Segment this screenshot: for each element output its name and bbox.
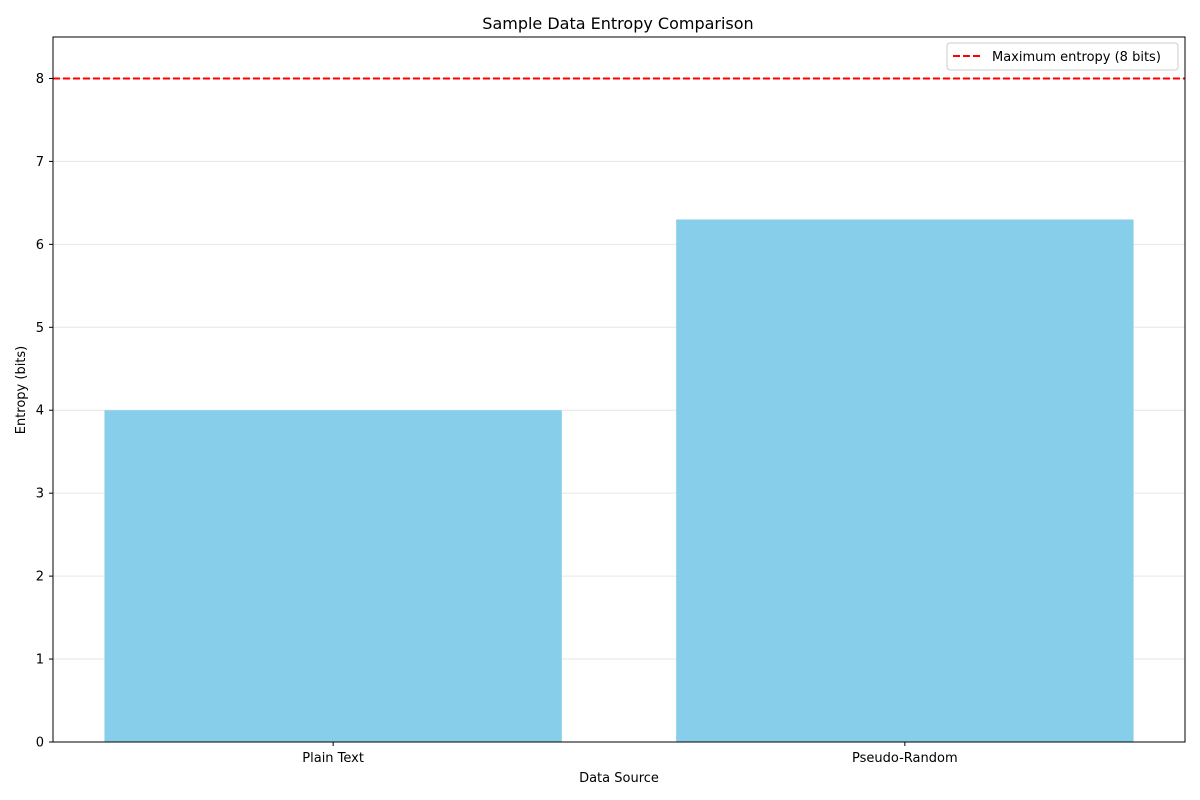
bars [104,219,1134,742]
y-tick-label: 6 [36,238,44,253]
y-tick-label: 0 [36,736,44,751]
legend-entry-max-entropy: Maximum entropy (8 bits) [992,50,1161,65]
x-tick-label: Plain Text [302,751,364,766]
y-tick-label: 1 [36,653,44,668]
x-axis-label: Data Source [579,771,659,786]
y-tick-label: 3 [36,487,44,502]
x-axis-ticks: Plain Text Pseudo-Random [302,742,958,766]
y-axis-ticks: 0 1 2 3 4 5 6 7 8 [36,72,53,751]
y-tick-label: 5 [36,321,44,336]
y-tick-label: 4 [36,404,44,419]
y-axis-label: Entropy (bits) [14,346,29,435]
chart-title: Sample Data Entropy Comparison [482,14,753,33]
x-tick-label: Pseudo-Random [852,751,958,766]
plot-frame [52,36,1186,743]
y-tick-label: 7 [36,155,44,170]
legend: Maximum entropy (8 bits) [946,42,1179,71]
legend-box [946,42,1179,71]
y-tick-label: 2 [36,570,44,585]
y-tick-label: 8 [36,72,44,87]
bar-pseudo-random [676,219,1134,742]
bar-plain-text [104,410,562,742]
